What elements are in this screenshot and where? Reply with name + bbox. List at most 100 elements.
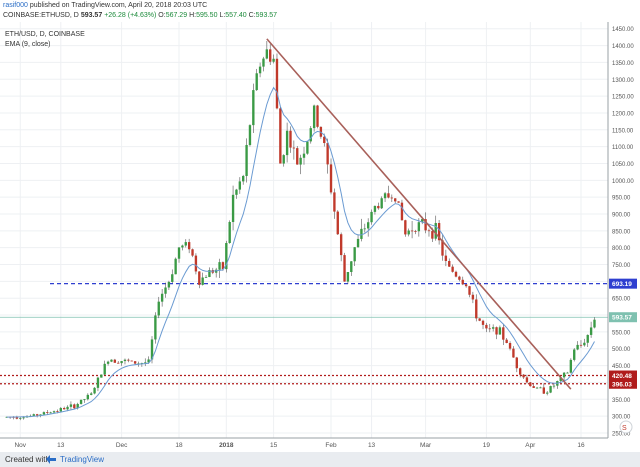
candle-body xyxy=(248,125,252,145)
candle-body xyxy=(573,349,576,360)
candle-body xyxy=(19,418,22,420)
candle-body xyxy=(356,238,360,248)
time-tick-label: 16 xyxy=(577,442,585,449)
symbol-name[interactable]: COINBASE:ETHUSD xyxy=(3,12,70,19)
candle-body xyxy=(434,223,437,239)
price-tag-last: 593.57 xyxy=(609,312,637,323)
candle-body xyxy=(255,73,258,91)
chart-header: rasif000 published on TradingView.com, A… xyxy=(0,0,640,22)
close-value: 593.57 xyxy=(255,12,278,19)
price-tick-label: 250.00 xyxy=(612,431,631,437)
candle-body xyxy=(5,416,8,418)
candle-body xyxy=(370,211,373,223)
trendline[interactable] xyxy=(266,38,572,390)
candle-body xyxy=(542,387,546,394)
candle-body xyxy=(532,386,535,388)
price-tick-label: 1450.00 xyxy=(612,27,634,33)
candle-body xyxy=(485,324,488,329)
candle-body xyxy=(353,247,356,262)
candle-body xyxy=(458,276,461,280)
price-tick-label: 1350.00 xyxy=(612,61,634,67)
candle-body xyxy=(289,130,292,148)
candle-body xyxy=(296,148,299,165)
candle-body xyxy=(549,386,552,393)
candle-body xyxy=(363,228,366,230)
candle-body xyxy=(502,327,505,340)
candle-body xyxy=(167,281,171,288)
price-tick-label: 800.00 xyxy=(612,246,631,252)
tradingview-brand[interactable]: TradingView xyxy=(60,455,105,464)
candle-body xyxy=(231,194,235,222)
high-value: 595.50 xyxy=(196,12,218,19)
candlestick-series xyxy=(5,40,596,421)
candle-body xyxy=(495,327,498,335)
candle-body xyxy=(100,374,103,378)
candle-body xyxy=(174,258,177,275)
candle-body xyxy=(93,387,96,394)
candle-body xyxy=(201,277,204,285)
candle-body xyxy=(512,348,515,358)
candle-body xyxy=(451,266,454,272)
candle-body xyxy=(329,164,333,193)
close-label: C: xyxy=(248,12,256,19)
candle-body xyxy=(157,301,160,316)
publisher-name[interactable]: rasif000 xyxy=(3,2,28,9)
candle-body xyxy=(150,339,154,360)
candle-body xyxy=(83,399,86,401)
price-tag-bg xyxy=(609,312,637,323)
price-tick-label: 850.00 xyxy=(612,229,631,235)
low-label: L: xyxy=(219,12,226,19)
candle-body xyxy=(468,286,471,295)
candle-body xyxy=(225,242,228,270)
price-tick-label: 650.00 xyxy=(612,297,631,303)
candle-body xyxy=(576,344,579,350)
candle-body xyxy=(73,404,76,409)
candle-body xyxy=(181,245,184,248)
candle-body xyxy=(171,274,174,282)
candle-body xyxy=(552,385,556,387)
time-axis[interactable]: Nov 13 Dec 18 2018 15 Feb 13 Mar 19 Apr 16 xyxy=(14,442,584,449)
candle-body xyxy=(593,319,596,328)
candle-body xyxy=(471,294,475,300)
candle-body xyxy=(481,320,485,325)
candle-body xyxy=(194,255,198,272)
price-tick-label: 300.00 xyxy=(612,415,631,421)
candle-body xyxy=(515,357,518,369)
candle-body xyxy=(312,105,316,129)
candle-body xyxy=(366,222,370,229)
time-tick-label: Apr xyxy=(525,442,536,449)
candle-body xyxy=(42,412,46,415)
candle-body xyxy=(336,211,339,235)
price-tick-label: 1300.00 xyxy=(612,78,634,84)
created-with-text: Created with xyxy=(5,455,50,464)
candle-body xyxy=(282,155,285,164)
candle-body xyxy=(491,327,495,329)
candle-body xyxy=(383,193,387,199)
candle-body xyxy=(79,399,83,404)
published-text: published on TradingView.com, April 20, … xyxy=(29,2,208,9)
low-value: 557.40 xyxy=(225,12,247,19)
candle-body xyxy=(410,230,414,232)
price-chart[interactable]: 1450.00 1400.00 1350.00 1300.00 1250.00 1200.… xyxy=(0,0,640,452)
last-price: 593.57 xyxy=(80,12,103,19)
price-tag-resistance: 693.19 xyxy=(609,278,637,289)
candle-body xyxy=(390,197,394,199)
candle-body xyxy=(546,392,549,394)
candle-body xyxy=(113,359,117,363)
legend-indicator[interactable]: EMA (9, close) xyxy=(5,41,51,48)
candle-body xyxy=(333,192,336,212)
candle-body xyxy=(387,193,390,198)
scale-settings-icon[interactable]: S xyxy=(619,420,633,434)
candle-body xyxy=(424,219,427,231)
candle-body xyxy=(269,49,272,62)
candle-body xyxy=(316,105,319,127)
candle-body xyxy=(39,414,42,416)
candle-body xyxy=(187,242,191,250)
candle-body xyxy=(208,270,211,277)
candle-body xyxy=(262,58,265,67)
candle-body xyxy=(242,175,245,182)
candle-body xyxy=(414,231,417,232)
candle-body xyxy=(76,403,79,409)
legend-symbol[interactable]: ETH/USD, D, COINBASE xyxy=(5,31,85,38)
candle-body xyxy=(475,299,478,319)
